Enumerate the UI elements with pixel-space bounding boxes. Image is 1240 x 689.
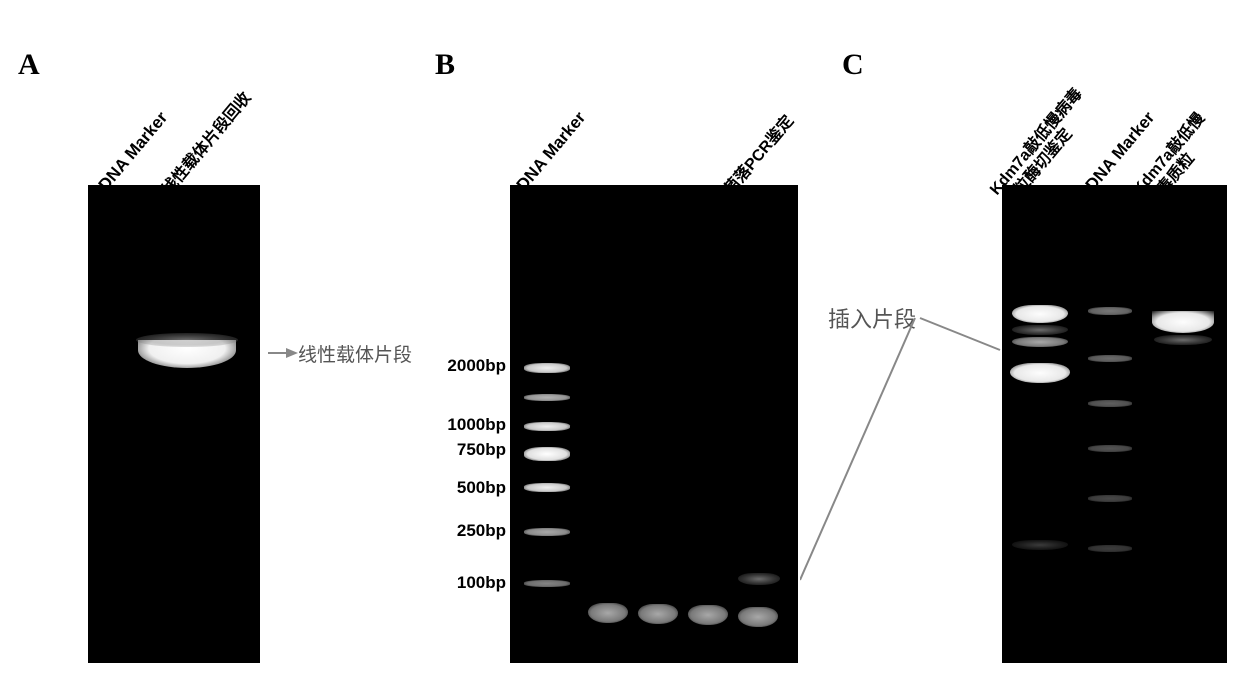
gel-b: DNA Marker 菌落PCR鉴定 xyxy=(510,185,798,663)
band-b-750 xyxy=(524,447,570,461)
band-c-plasmid-sc xyxy=(1152,311,1214,333)
lane-label-a-linear: 线性载体片段回收 xyxy=(155,86,256,199)
bp-1000: 1000bp xyxy=(438,415,506,435)
band-a-vector-glow xyxy=(136,333,238,347)
band-c-digest-insert xyxy=(1012,540,1068,550)
annotation-c-text: 插入片段 xyxy=(828,302,916,334)
band-c-digest-mid1 xyxy=(1012,325,1068,335)
band-b-250 xyxy=(524,528,570,536)
panel-label-a: A xyxy=(18,48,40,82)
band-c-digest-top xyxy=(1012,305,1068,323)
lane-label-b-pcr: 菌落PCR鉴定 xyxy=(717,109,798,199)
band-b-pcr4 xyxy=(738,607,778,627)
band-b-pcr3 xyxy=(688,605,728,625)
band-c-m6 xyxy=(1088,545,1132,552)
band-c-digest-mid2 xyxy=(1012,337,1068,347)
figure-container: A DNA Marker 线性载体片段回收 线性载体片段 B DNA Marke… xyxy=(0,0,1240,689)
band-b-100 xyxy=(524,580,570,587)
band-b-2000 xyxy=(524,363,570,373)
band-c-m1 xyxy=(1088,307,1132,315)
band-b-1000 xyxy=(524,422,570,431)
band-b-pcr2 xyxy=(638,604,678,624)
band-c-m3 xyxy=(1088,400,1132,407)
bp-2000: 2000bp xyxy=(438,356,506,376)
bp-100: 100bp xyxy=(438,573,506,593)
bp-500: 500bp xyxy=(438,478,506,498)
band-c-plasmid-nick xyxy=(1154,335,1212,345)
band-b-1500 xyxy=(524,394,570,401)
band-c-m5 xyxy=(1088,495,1132,502)
band-c-digest-vector xyxy=(1010,363,1070,383)
gel-c: Kdm7a敲低慢病毒 质粒酶切鉴定 DNA Marker Kdm7a敲低慢 病毒… xyxy=(1002,185,1227,663)
band-c-m2 xyxy=(1088,355,1132,362)
band-c-m4 xyxy=(1088,445,1132,452)
bp-750: 750bp xyxy=(438,440,506,460)
lane-label-b-marker: DNA Marker xyxy=(513,108,590,195)
panel-label-c: C xyxy=(842,48,864,82)
gel-a: DNA Marker 线性载体片段回收 xyxy=(88,185,260,663)
bp-250: 250bp xyxy=(438,521,506,541)
annotation-a-text: 线性载体片段 xyxy=(298,340,412,367)
panel-label-b: B xyxy=(435,48,455,82)
band-b-500 xyxy=(524,483,570,492)
lane-label-c-digest: Kdm7a敲低慢病毒 质粒酶切鉴定 xyxy=(987,85,1100,210)
band-b-insert xyxy=(738,573,780,585)
band-b-pcr1 xyxy=(588,603,628,623)
